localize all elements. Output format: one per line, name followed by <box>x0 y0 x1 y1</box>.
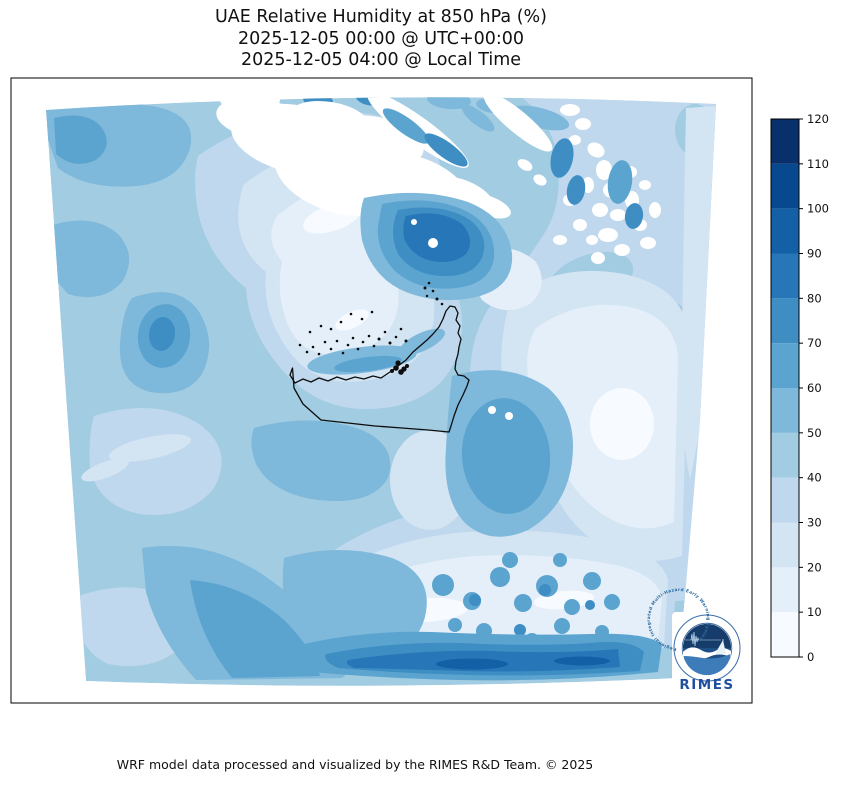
colorbar-segment <box>771 388 799 433</box>
colorbar-tick-label: 120 <box>807 112 829 126</box>
colorbar-tick-label: 60 <box>807 381 822 395</box>
bottom-humidity-band <box>295 631 662 681</box>
colorbar-tick-label: 30 <box>807 516 822 530</box>
uae-border <box>289 281 470 433</box>
island-dots <box>298 281 444 375</box>
colorbar-segment <box>771 522 799 568</box>
colorbar-segment <box>771 343 799 389</box>
colorbar-tick-label: 110 <box>807 157 829 171</box>
seismogram-icon <box>690 631 700 647</box>
colorbar-tick-label: 40 <box>807 471 822 485</box>
chart-title: UAE Relative Humidity at 850 hPa (%) <box>215 7 547 27</box>
colorbar-segment <box>771 567 799 613</box>
colorbar-tick-label: 50 <box>807 426 822 440</box>
colorbar-segment <box>771 163 799 209</box>
rimes-logo: Regional Integrated Multi-Hazard Early W… <box>646 587 742 694</box>
colorbar-tick-labels: 0 10 20 30 40 50 60 70 80 90 100 110 120 <box>807 112 829 664</box>
colorbar-segment <box>771 477 799 523</box>
colorbar: 0 10 20 30 40 50 60 70 80 90 100 110 120 <box>770 112 829 664</box>
colorbar-tick-marks <box>799 118 803 658</box>
chart-subtitle-utc: 2025-12-05 00:00 @ UTC+00:00 <box>237 28 525 49</box>
colorbar-tick-label: 0 <box>807 650 814 664</box>
colorbar-segment <box>771 208 799 254</box>
colorbar-segment <box>771 298 799 344</box>
colorbar-tick-label: 100 <box>807 202 829 216</box>
hormuz-moist-blob <box>360 192 513 301</box>
colorbar-tick-label: 10 <box>807 605 822 619</box>
colorbar-tick-label: 80 <box>807 291 822 305</box>
map-frame <box>10 77 753 704</box>
logo-org-label: RIMES <box>679 677 734 693</box>
colorbar-tick-label: 20 <box>807 560 822 574</box>
colorbar-segment <box>771 612 799 657</box>
colorbar-segment <box>771 119 799 164</box>
colorbar-segment <box>771 432 799 478</box>
colorbar-tick-label: 90 <box>807 247 822 261</box>
colorbar-tick-label: 70 <box>807 336 822 350</box>
colorbar-segment <box>771 253 799 299</box>
colorbar-segments <box>771 119 799 657</box>
footer-credit: WRF model data processed and visualized … <box>116 757 594 772</box>
chart-subtitle-local: 2025-12-05 04:00 @ Local Time <box>240 50 522 70</box>
humidity-field <box>46 97 716 686</box>
title-block: UAE Relative Humidity at 850 hPa (%) 202… <box>0 7 762 72</box>
